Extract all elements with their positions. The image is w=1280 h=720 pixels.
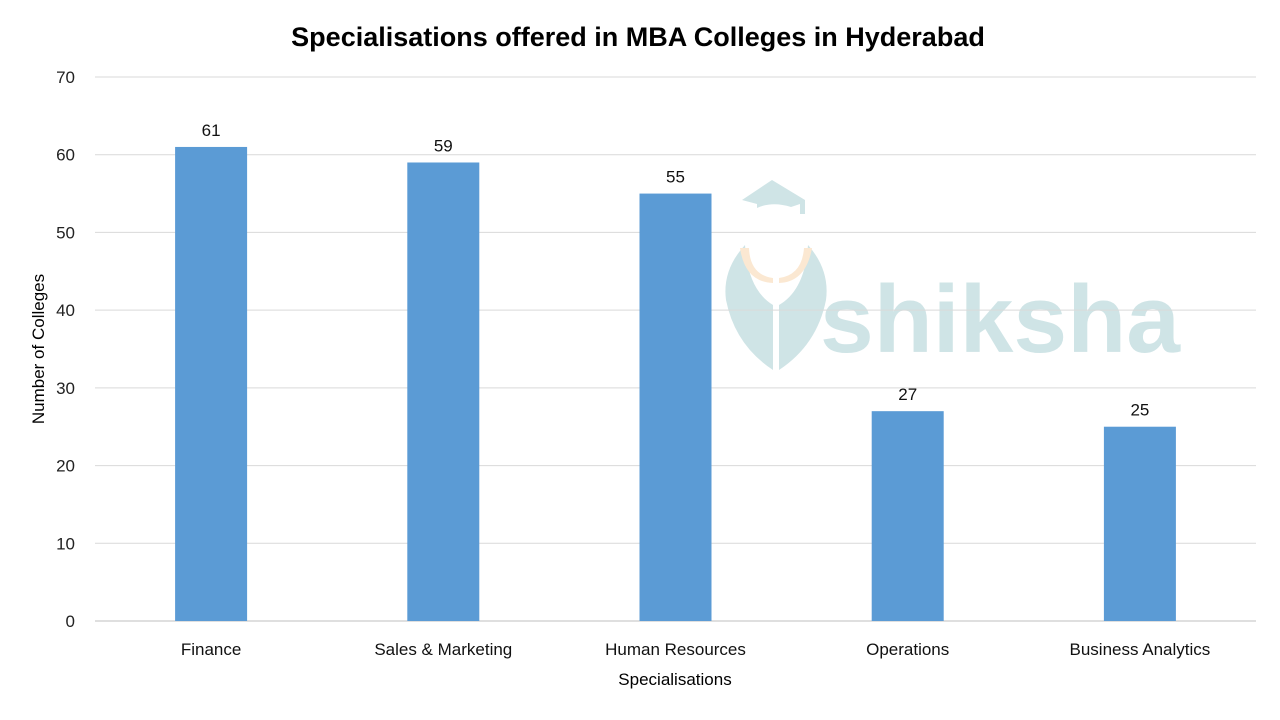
y-tick-label: 50: [56, 223, 75, 242]
y-axis-title: Number of Colleges: [29, 274, 48, 424]
y-tick-label: 0: [66, 612, 75, 631]
data-label: 25: [1130, 401, 1149, 420]
data-label: 27: [898, 385, 917, 404]
y-tick-label: 30: [56, 379, 75, 398]
bar-business-analytics: [1103, 426, 1176, 621]
y-tick-label: 70: [56, 68, 75, 87]
data-label: 59: [434, 136, 453, 155]
x-tick-label: Operations: [866, 640, 949, 659]
x-tick-label: Human Resources: [605, 640, 746, 659]
watermark-text: shiksha: [820, 266, 1181, 373]
bar-operations: [871, 411, 944, 621]
x-axis-title: Specialisations: [618, 670, 731, 689]
bar-sales-marketing: [407, 162, 480, 621]
x-tick-label: Business Analytics: [1070, 640, 1211, 659]
data-label: 61: [202, 121, 221, 140]
bar-finance: [175, 146, 248, 621]
y-tick-label: 20: [56, 457, 75, 476]
y-tick-label: 10: [56, 534, 75, 553]
shiksha-watermark-logo: shiksha: [725, 180, 1181, 373]
data-label: 55: [666, 168, 685, 187]
x-tick-label: Finance: [181, 640, 241, 659]
bar-human-resources: [639, 193, 712, 622]
y-tick-label: 40: [56, 301, 75, 320]
x-tick-label: Sales & Marketing: [374, 640, 512, 659]
y-tick-label: 60: [56, 146, 75, 165]
chart-title: Specialisations offered in MBA Colleges …: [291, 22, 985, 52]
